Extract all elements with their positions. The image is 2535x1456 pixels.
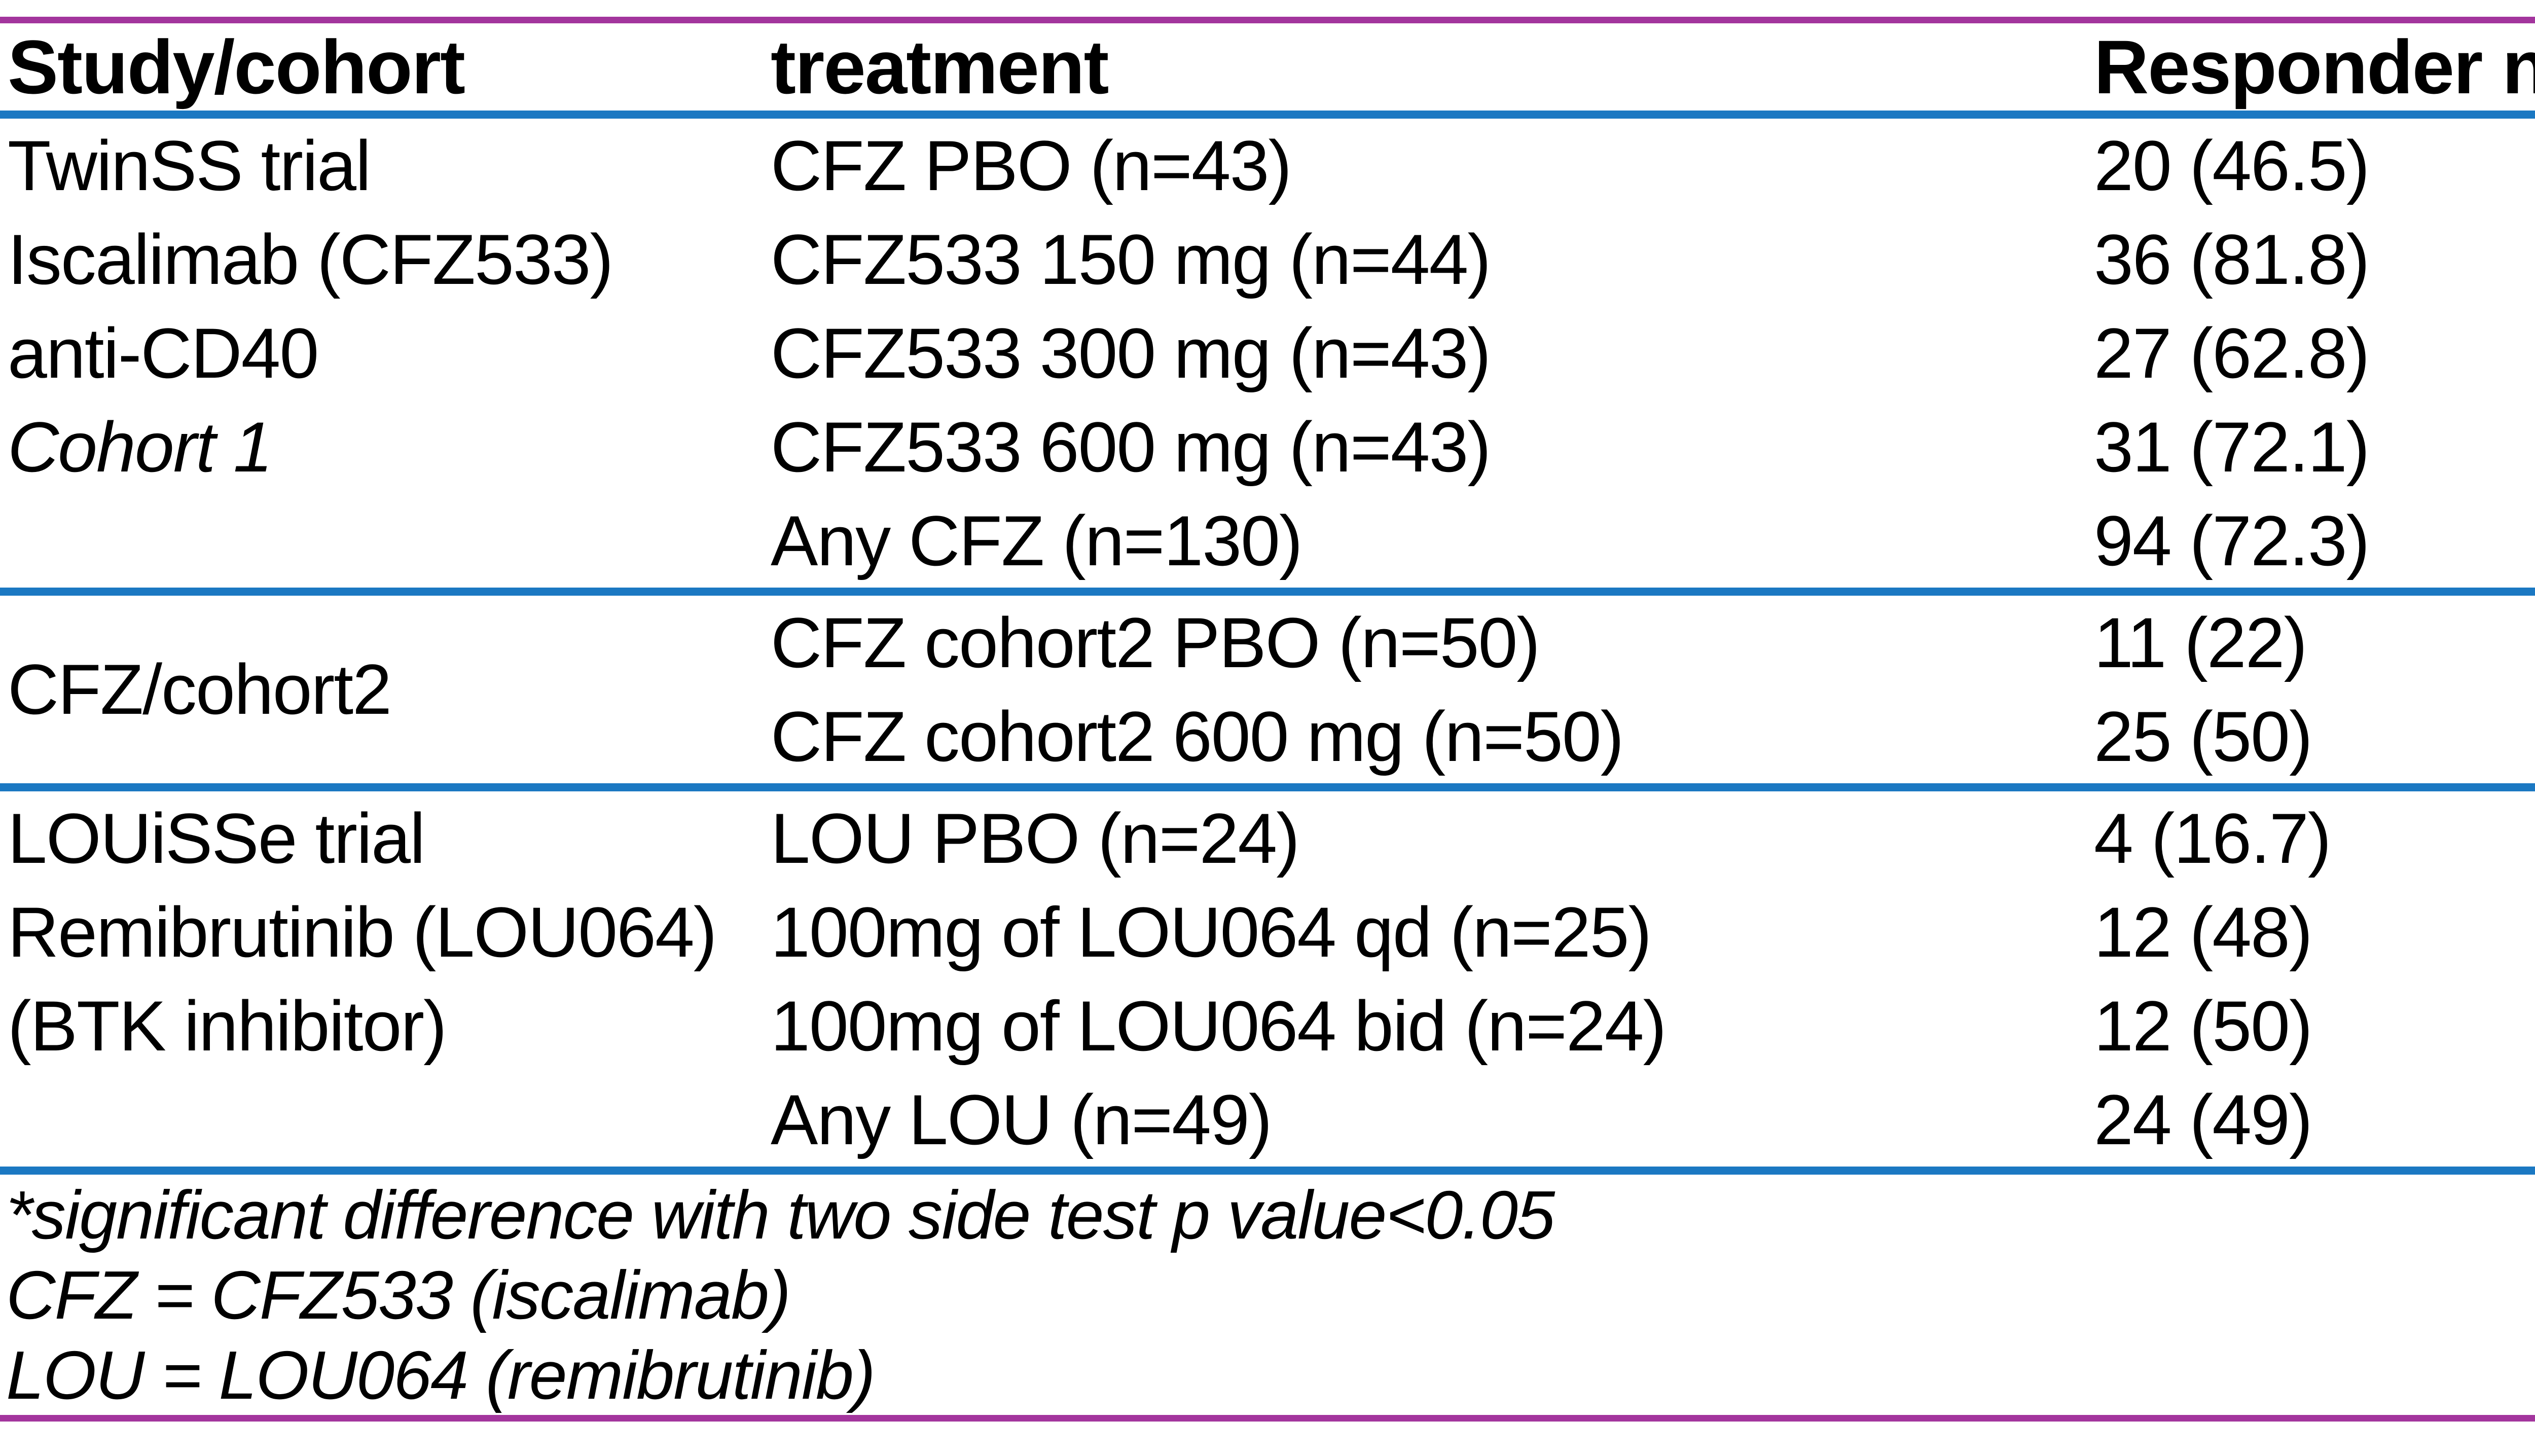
bottom-rule	[0, 1415, 2535, 1422]
table-row: Any CFZ (n=130) 94 (72.3) 25.8 ( 6.8, 42…	[0, 494, 2535, 588]
treatment-cell: Any CFZ (n=130)	[771, 500, 1303, 580]
table-row: Cohort 1 CFZ533 600 mg (n=43) 31 (72.1) …	[0, 400, 2535, 494]
responder-cell: 27 (62.8)	[2094, 313, 2370, 393]
treatment-cell: CFZ533 600 mg (n=43)	[771, 407, 1491, 487]
treatment-cell: 100mg of LOU064 bid (n=24)	[771, 986, 1667, 1066]
responder-cell: 4 (16.7)	[2094, 798, 2331, 878]
responder-cell: 12 (50)	[2094, 986, 2313, 1066]
treatment-cell: CFZ PBO (n=43)	[771, 125, 1292, 205]
treatment-cell: CFZ533 150 mg (n=44)	[771, 219, 1491, 299]
table-section-cfz-cohort2: CFZ/cohort2 CFZ cohort2 PBO (n=50) 11 (2…	[0, 596, 2535, 783]
responder-cell: 20 (46.5)	[2094, 125, 2370, 205]
table-row: LOUiSSe trial LOU PBO (n=24) 4 (16.7)	[0, 791, 2535, 885]
treatment-cell: Any LOU (n=49)	[771, 1079, 1272, 1159]
table-section-louisse: LOUiSSe trial LOU PBO (n=24) 4 (16.7) Re…	[0, 791, 2535, 1167]
treatment-cell: CFZ cohort2 600 mg (n=50)	[771, 696, 1624, 776]
footnote-significance: *significant difference with two side te…	[6, 1176, 1555, 1253]
table-row: (BTK inhibitor) 100mg of LOU064 bid (n=2…	[0, 979, 2535, 1073]
responder-cell: 25 (50)	[2094, 696, 2313, 776]
header-separator-rule	[0, 111, 2535, 119]
responder-cell: 11 (22)	[2094, 602, 2307, 682]
treatment-cell: CFZ533 300 mg (n=43)	[771, 313, 1491, 393]
study-cell: Remibrutinib (LOU064)	[8, 892, 717, 972]
study-cell: anti-CD40	[8, 313, 319, 393]
column-header-study-cohort: Study/cohort	[8, 24, 465, 110]
group-label-cell: CFZ/cohort2	[8, 649, 392, 729]
table-row: anti-CD40 CFZ533 300 mg (n=43) 27 (62.8)…	[0, 306, 2535, 400]
study-cell: (BTK inhibitor)	[8, 986, 447, 1066]
treatment-cell: LOU PBO (n=24)	[771, 798, 1300, 878]
treatment-cell: 100mg of LOU064 qd (n=25)	[771, 892, 1652, 972]
responder-cell: 31 (72.1)	[2094, 407, 2370, 487]
table-header-row: Study/cohort treatment Responder n (%) R…	[0, 23, 2535, 111]
table-row: TwinSS trial CFZ PBO (n=43) 20 (46.5)	[0, 119, 2535, 212]
column-header-responder: Responder n (%)	[2094, 24, 2535, 110]
study-cell: LOUiSSe trial	[8, 798, 425, 878]
footnote-cfz-abbrev: CFZ = CFZ533 (iscalimab)	[6, 1256, 791, 1333]
study-cell: Cohort 1	[8, 407, 273, 487]
table-row: Any LOU (n=49) 24 (49) 32.3 ( 4.4, 51.3)…	[0, 1073, 2535, 1167]
responder-cell: 24 (49)	[2094, 1079, 2313, 1159]
column-header-treatment: treatment	[771, 24, 1109, 110]
treatment-cell: CFZ cohort2 PBO (n=50)	[771, 602, 1540, 682]
footnote-lou-abbrev: LOU = LOU064 (remibrutinib)	[6, 1336, 876, 1413]
study-cell: Iscalimab (CFZ533)	[8, 219, 613, 299]
table-row: Iscalimab (CFZ533) CFZ533 150 mg (n=44) …	[0, 212, 2535, 306]
top-rule	[0, 17, 2535, 23]
footnote-separator-rule	[0, 1167, 2535, 1175]
table-section-twinss: TwinSS trial CFZ PBO (n=43) 20 (46.5) Is…	[0, 119, 2535, 588]
responder-cell: 94 (72.3)	[2094, 500, 2370, 580]
section-separator-rule	[0, 588, 2535, 596]
study-cell: TwinSS trial	[8, 125, 371, 205]
section-separator-rule	[0, 783, 2535, 791]
responder-cell: 36 (81.8)	[2094, 219, 2370, 299]
responder-cell: 12 (48)	[2094, 892, 2313, 972]
footnotes: *significant difference with two side te…	[0, 1175, 2535, 1415]
clinical-trial-results-table: Study/cohort treatment Responder n (%) R…	[0, 17, 2535, 1422]
table-row: Remibrutinib (LOU064) 100mg of LOU064 qd…	[0, 885, 2535, 979]
